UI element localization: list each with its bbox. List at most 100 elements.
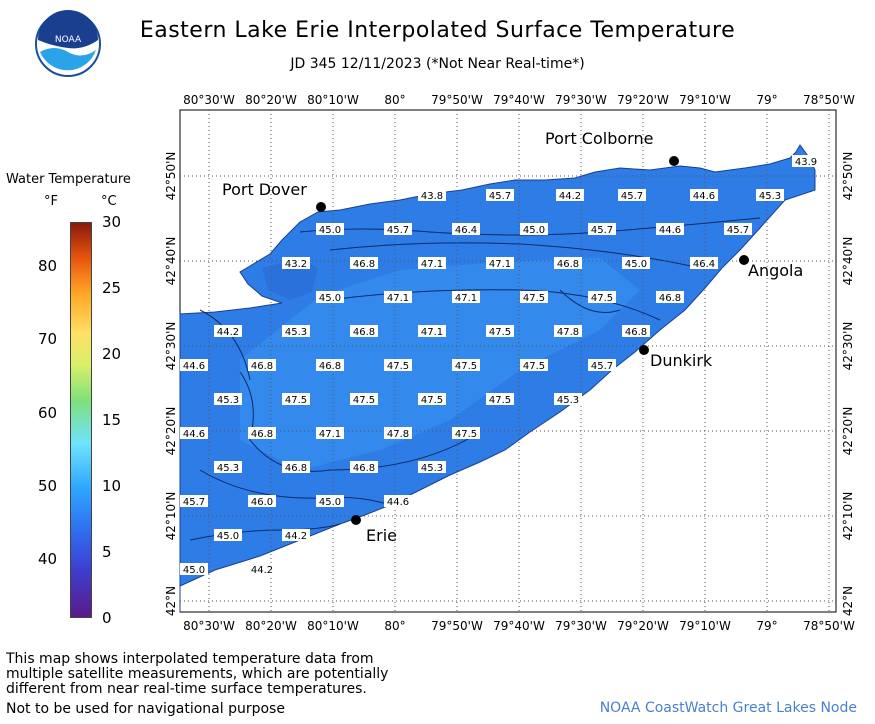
temperature-label-box (248, 427, 276, 439)
temperature-label: 47.5 (387, 361, 409, 372)
temperature-label-box (316, 495, 344, 507)
temperature-label-box (384, 359, 412, 371)
temperature-label: 46.8 (251, 429, 273, 440)
temperature-labels: 43.9 43.8 45.7 44.2 45.7 44.6 45.3 45.0 45.7 46.4… (180, 155, 820, 576)
temperature-label-box (554, 325, 582, 337)
city-label: Port Dover (222, 180, 307, 199)
temperature-label-box (756, 189, 784, 201)
temperature-label: 47.5 (523, 361, 545, 372)
temperature-label: 47.5 (523, 293, 545, 304)
map-title: Eastern Lake Erie Interpolated Surface T… (139, 18, 736, 43)
legend-tick-f: 40 (38, 550, 58, 569)
city-label: Erie (366, 526, 397, 545)
temperature-label-box (452, 427, 480, 439)
temperature-label-box (618, 189, 646, 201)
temperature-label: 44.6 (387, 497, 409, 508)
lat-label-right: 42°50'N (841, 152, 855, 201)
city-markers: Port Dover Port Colborne Angola Dunkirk Erie (222, 129, 803, 545)
temperature-label-box (452, 359, 480, 371)
legend-unit-c: °C (101, 194, 117, 209)
temperature-label-box (656, 223, 684, 235)
legend-tick-c: 30 (102, 213, 122, 231)
lon-label-bottom: 80°30'W (183, 619, 235, 633)
temperature-label: 44.2 (217, 327, 239, 338)
temperature-label: 43.8 (421, 191, 443, 202)
temperature-label: 44.6 (693, 191, 715, 202)
temperature-label-box (418, 257, 446, 269)
map-subtitle: JD 345 12/11/2023 (*Not Near Real-time*) (290, 56, 585, 72)
temperature-label-box (520, 359, 548, 371)
temperature-label-box (282, 393, 310, 405)
lat-label-right: 42°40'N (841, 237, 855, 286)
temperature-label: 44.6 (183, 429, 205, 440)
temperature-label-box (248, 359, 276, 371)
temperature-label: 46.8 (319, 361, 341, 372)
lon-label-top: 80° (384, 93, 405, 107)
note-line-3: different from near real-time surface te… (6, 681, 367, 697)
temperature-label: 47.5 (353, 395, 375, 406)
temperature-label: 45.7 (727, 225, 749, 236)
navigation-warning: Not to be used for navigational purpose (6, 701, 285, 717)
temperature-label: 45.7 (591, 225, 613, 236)
credit-link[interactable]: NOAA CoastWatch Great Lakes Node (599, 700, 857, 716)
lon-label-top: 79° (756, 93, 777, 107)
city-marker (639, 345, 649, 355)
temperature-label: 47.5 (591, 293, 613, 304)
temperature-label: 45.0 (523, 225, 545, 236)
lat-label-left: 42°30'N (164, 322, 178, 371)
temperature-label: 46.8 (659, 293, 681, 304)
temperature-label: 47.8 (387, 429, 409, 440)
temperature-label-box (792, 155, 820, 167)
temperature-label: 45.7 (387, 225, 409, 236)
legend-tick-c: 10 (102, 477, 122, 495)
temperature-label-box (486, 257, 514, 269)
city-label: Port Colborne (545, 129, 653, 148)
lon-label-top: 79°10'W (679, 93, 731, 107)
temperature-label: 45.3 (421, 463, 443, 474)
temperature-label: 45.3 (217, 395, 239, 406)
lon-label-bottom: 80° (384, 619, 405, 633)
city-marker (316, 202, 326, 212)
temperature-colorbar (70, 222, 92, 618)
temperature-label: 47.1 (421, 259, 443, 270)
temperature-label-box (350, 257, 378, 269)
temperature-label-box (180, 427, 208, 439)
lat-label-right: 42°10'N (841, 492, 855, 541)
legend-tick-c: 20 (102, 345, 122, 363)
lat-label-left: 42°10'N (164, 492, 178, 541)
lon-label-bottom: 80°10'W (307, 619, 359, 633)
temperature-label-box (690, 189, 718, 201)
temperature-label: 43.9 (795, 157, 817, 168)
lon-label-bottom: 79°30'W (555, 619, 607, 633)
temperature-label: 45.3 (217, 463, 239, 474)
temperature-label-box (316, 223, 344, 235)
temperature-label: 44.6 (659, 225, 681, 236)
temperature-label: 44.2 (251, 565, 273, 576)
lon-label-bottom: 79°50'W (431, 619, 483, 633)
temperature-label-box (214, 529, 242, 541)
city-marker (739, 255, 749, 265)
temperature-label-box (282, 257, 310, 269)
temperature-label: 47.5 (489, 395, 511, 406)
temperature-label-box (588, 359, 616, 371)
temperature-label: 45.0 (625, 259, 647, 270)
temperature-label-box (554, 393, 582, 405)
lon-label-bottom: 79°40'W (493, 619, 545, 633)
city-label: Dunkirk (650, 351, 713, 370)
lon-label-top: 79°20'W (617, 93, 669, 107)
lon-label-bottom: 80°20'W (245, 619, 297, 633)
temperature-label-box (418, 393, 446, 405)
temperature-label-box (588, 223, 616, 235)
lon-label-top: 80°10'W (307, 93, 359, 107)
temperature-label-box (656, 291, 684, 303)
lat-label-left: 42°40'N (164, 237, 178, 286)
temperature-label-box (520, 291, 548, 303)
lon-label-top: 78°50'W (803, 93, 855, 107)
temperature-label: 46.0 (251, 497, 273, 508)
temperature-label: 47.5 (455, 429, 477, 440)
temperature-label-box (622, 325, 650, 337)
temperature-label-box (554, 257, 582, 269)
lat-label-left: 42°N (164, 586, 178, 616)
temperature-label-box (180, 563, 208, 575)
